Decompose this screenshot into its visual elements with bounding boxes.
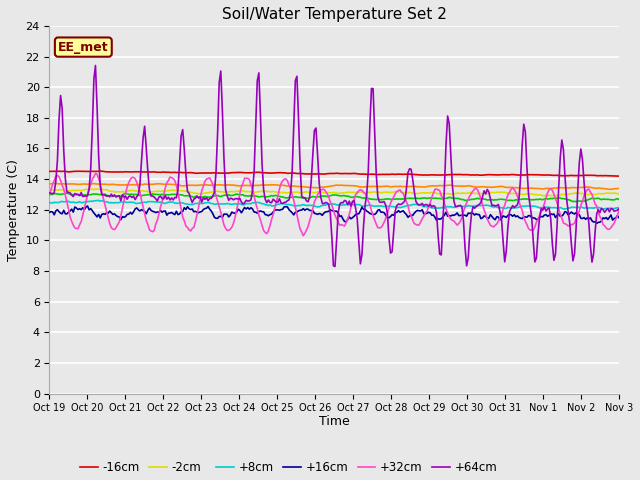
Legend: -16cm, -8cm, -2cm, +2cm, +8cm, +16cm, +32cm, +64cm: -16cm, -8cm, -2cm, +2cm, +8cm, +16cm, +3… xyxy=(75,456,502,480)
Y-axis label: Temperature (C): Temperature (C) xyxy=(7,159,20,261)
X-axis label: Time: Time xyxy=(319,415,349,428)
Text: EE_met: EE_met xyxy=(58,41,109,54)
Title: Soil/Water Temperature Set 2: Soil/Water Temperature Set 2 xyxy=(222,7,447,22)
